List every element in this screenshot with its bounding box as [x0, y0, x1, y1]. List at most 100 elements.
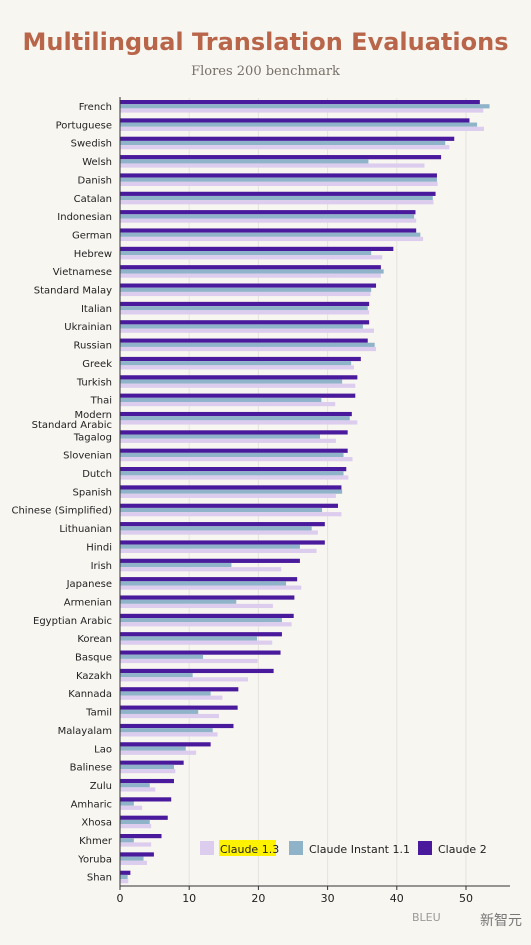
- x-tick-label: 20: [251, 892, 265, 905]
- bar-claude-instant-1-1-22: [120, 507, 323, 513]
- bar-claude-1-3-1: [120, 126, 484, 131]
- bar-claude-instant-1-1-23: [120, 526, 312, 531]
- bar-claude-1-3-7: [120, 236, 424, 242]
- bar-claude-1-3-19: [120, 457, 353, 462]
- bar-claude-2-16: [120, 393, 356, 398]
- bar-claude-instant-1-1-3: [120, 159, 369, 164]
- bar-claude-2-13: [120, 338, 368, 343]
- bar-claude-1-3-34: [120, 732, 218, 737]
- bar-claude-2-23: [120, 522, 325, 527]
- category-label: Catalan: [74, 194, 112, 205]
- category-label: Standard Malay: [34, 286, 112, 297]
- bar-claude-1-3-11: [120, 310, 370, 315]
- bar-claude-1-3-42: [120, 879, 129, 884]
- bar-claude-1-3-0: [120, 108, 484, 113]
- legend: Claude 1.3 Claude Instant 1.1 Claude 2: [200, 840, 487, 856]
- x-tick-label: 10: [182, 892, 196, 905]
- bar-claude-1-3-13: [120, 346, 377, 352]
- bar-claude-instant-1-1-33: [120, 709, 199, 714]
- bar-claude-2-20: [120, 467, 347, 472]
- category-label: Ukrainian: [64, 322, 112, 333]
- category-label: Swedish: [71, 139, 112, 150]
- bar-claude-instant-1-1-14: [120, 361, 352, 366]
- bar-claude-2-30: [120, 650, 281, 655]
- legend-label-claude-instant-1-1: Claude Instant 1.1: [309, 843, 410, 856]
- bar-claude-2-8: [120, 246, 394, 251]
- bar-claude-2-4: [120, 173, 437, 178]
- category-labels: French Portuguese Swedish Welsh Danish Catala…: [11, 102, 112, 884]
- bar-claude-1-3-17: [120, 420, 358, 425]
- bar-claude-1-3-12: [120, 328, 374, 333]
- category-label: Shan: [87, 873, 112, 884]
- bar-claude-2-3: [120, 155, 442, 160]
- category-label: Danish: [78, 175, 113, 186]
- category-label: Irish: [91, 561, 112, 572]
- bar-claude-1-3-6: [120, 218, 417, 223]
- bar-claude-instant-1-1-36: [120, 764, 174, 769]
- bar-claude-2-38: [120, 797, 172, 802]
- bar-claude-2-22: [120, 503, 338, 508]
- bar-claude-instant-1-1-2: [120, 140, 446, 146]
- chart-subtitle: Flores 200 benchmark: [191, 64, 340, 79]
- x-tick-label: 40: [390, 892, 404, 905]
- bar-claude-2-15: [120, 375, 358, 380]
- category-label: Japanese: [66, 579, 112, 590]
- category-label: Korean: [77, 634, 112, 645]
- bar-claude-instant-1-1-12: [120, 324, 363, 329]
- bar-claude-1-3-23: [120, 530, 318, 535]
- bar-claude-1-3-35: [120, 750, 197, 755]
- bar-claude-instant-1-1-7: [120, 232, 421, 237]
- bar-claude-1-3-40: [120, 842, 152, 847]
- bar-claude-2-31: [120, 668, 274, 674]
- bar-claude-1-3-31: [120, 677, 249, 682]
- bar-claude-instant-1-1-38: [120, 801, 134, 806]
- bar-claude-2-21: [120, 485, 342, 490]
- bar-claude-2-29: [120, 632, 282, 637]
- category-label: Slovenian: [63, 451, 112, 462]
- bar-claude-2-25: [120, 558, 300, 563]
- bar-claude-2-1: [120, 118, 470, 123]
- bar-claude-instant-1-1-27: [120, 599, 237, 604]
- category-label: Tamil: [85, 708, 112, 719]
- bar-claude-1-3-20: [120, 475, 349, 480]
- bar-claude-instant-1-1-31: [120, 673, 193, 678]
- bar-claude-1-3-32: [120, 695, 223, 700]
- bar-claude-instant-1-1-8: [120, 251, 372, 256]
- bar-claude-instant-1-1-39: [120, 819, 150, 825]
- bar-claude-instant-1-1-32: [120, 691, 211, 696]
- bar-claude-instant-1-1-6: [120, 214, 415, 219]
- bar-claude-2-19: [120, 448, 348, 453]
- bar-claude-1-3-9: [120, 273, 381, 278]
- category-label: Portuguese: [56, 120, 112, 131]
- bar-claude-1-3-14: [120, 365, 354, 370]
- bar-claude-instant-1-1-24: [120, 544, 300, 549]
- bar-claude-instant-1-1-41: [120, 856, 144, 861]
- category-label: Malayalam: [58, 726, 112, 737]
- bar-claude-1-3-36: [120, 769, 176, 774]
- category-label: Kazakh: [76, 671, 112, 682]
- bar-claude-1-3-5: [120, 200, 434, 205]
- bar-claude-1-3-28: [120, 622, 292, 627]
- bar-claude-1-3-41: [120, 860, 147, 865]
- bar-claude-instant-1-1-16: [120, 397, 322, 402]
- bar-claude-instant-1-1-4: [120, 177, 437, 182]
- bar-claude-2-26: [120, 577, 298, 582]
- category-label: Italian: [81, 304, 112, 315]
- x-axis: 0 10 20 30 40 50: [117, 97, 510, 905]
- category-label: Kannada: [68, 689, 112, 700]
- bar-claude-instant-1-1-42: [120, 874, 128, 880]
- category-label: Modern Standard Arabic: [32, 410, 112, 431]
- category-label: Lao: [94, 744, 112, 755]
- bar-claude-instant-1-1-35: [120, 746, 186, 751]
- bar-claude-instant-1-1-37: [120, 783, 150, 788]
- category-label: Hindi: [86, 542, 112, 553]
- category-label: Russian: [73, 341, 112, 352]
- bar-claude-2-37: [120, 778, 174, 784]
- category-label: Egyptian Arabic: [33, 616, 112, 627]
- bar-claude-instant-1-1-34: [120, 728, 213, 733]
- legend-label-claude-1-3: Claude 1.3: [220, 843, 279, 856]
- bar-claude-2-14: [120, 356, 361, 362]
- bar-claude-1-3-8: [120, 255, 383, 260]
- category-label: Turkish: [76, 377, 112, 388]
